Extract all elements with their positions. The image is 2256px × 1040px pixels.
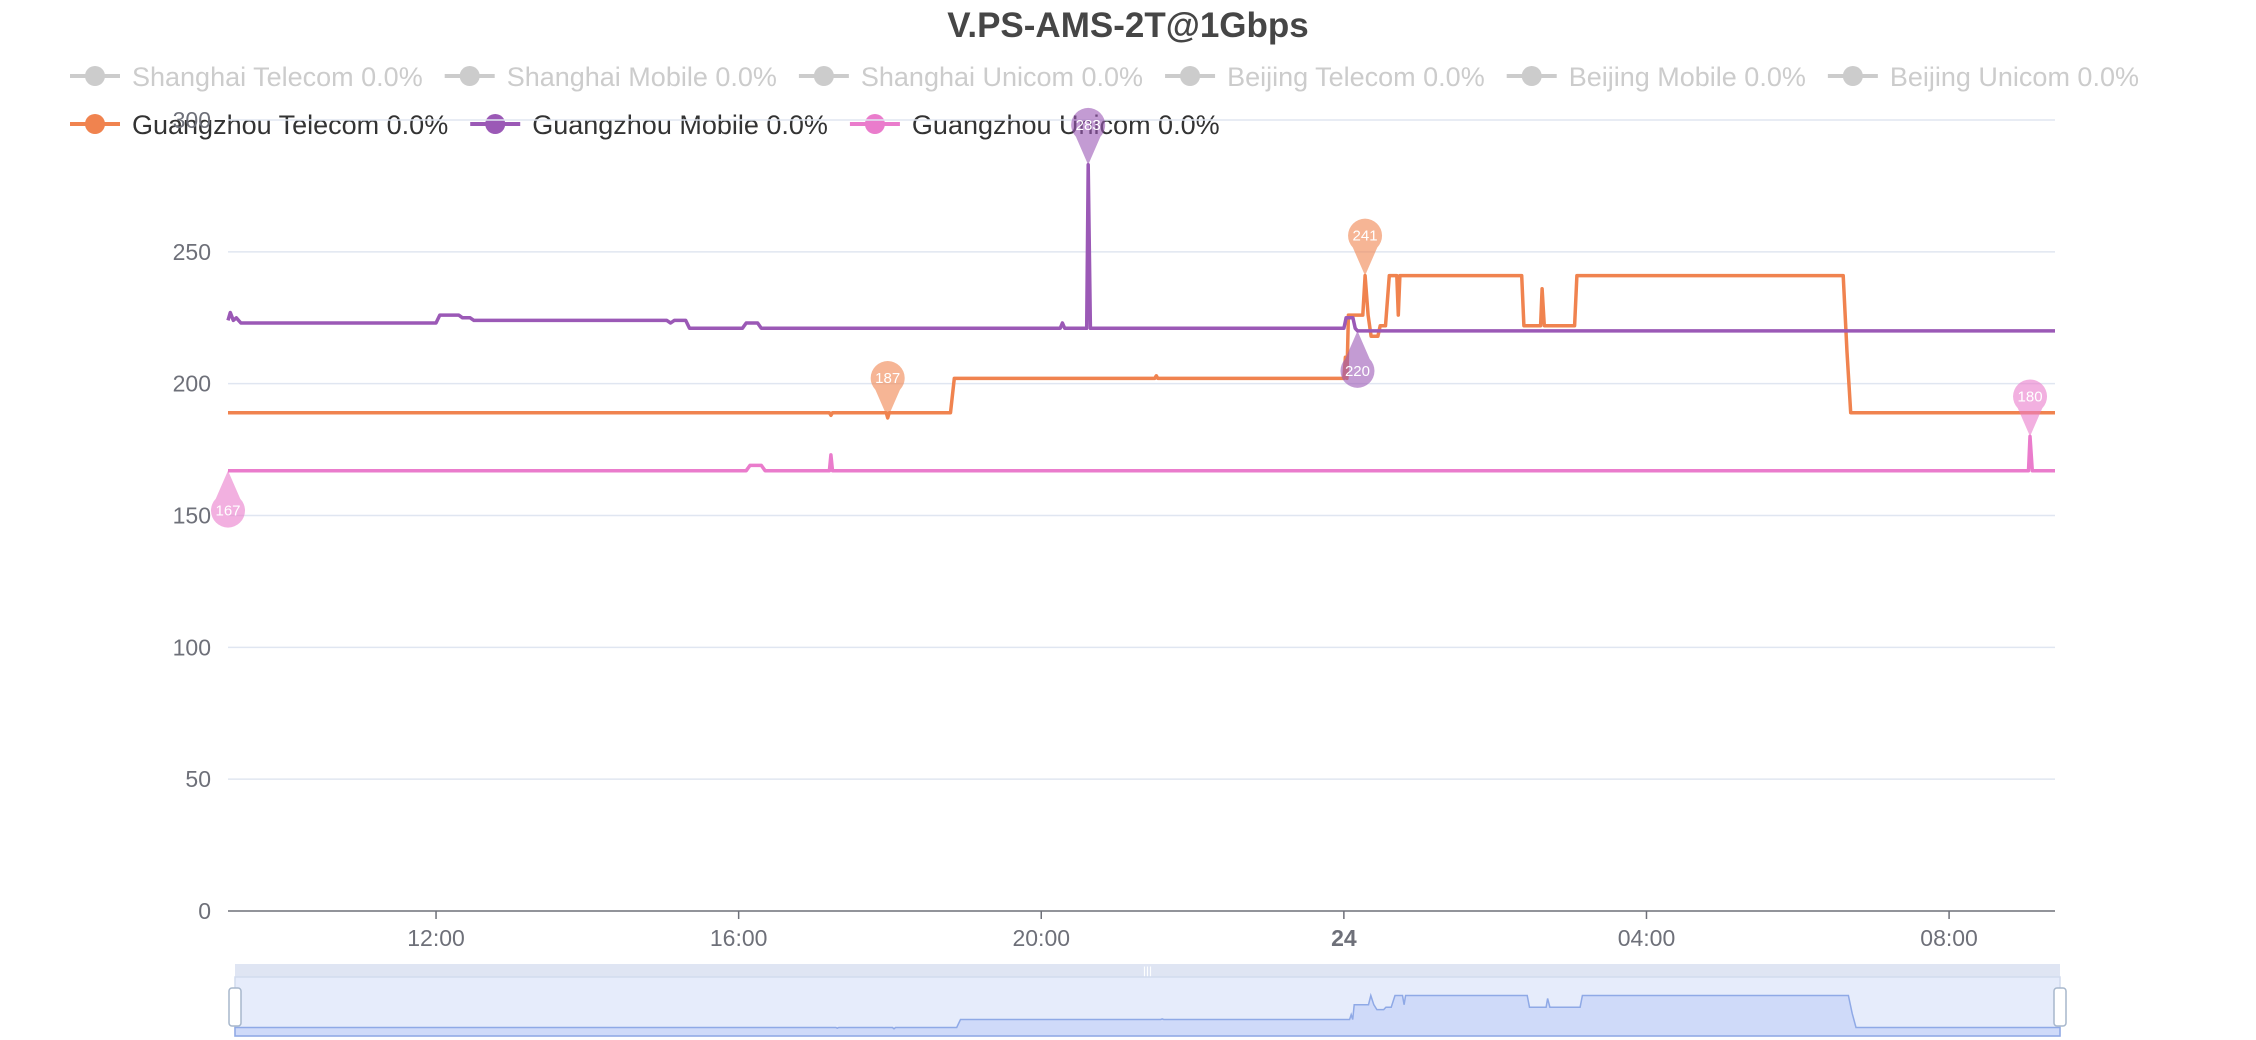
- marker-label: 283: [1076, 117, 1101, 134]
- legend-item[interactable]: Beijing Mobile 0.0%: [1506, 62, 1806, 92]
- legend: Shanghai Telecom 0.0% Shanghai Mobile 0.0…: [70, 62, 2139, 140]
- marker-label: 220: [1345, 363, 1370, 380]
- legend-dot-icon: [1842, 66, 1863, 86]
- legend-item[interactable]: Guangzhou Unicom 0.0%: [849, 110, 1220, 140]
- y-tick-label: 100: [173, 634, 211, 660]
- y-axis: 0 50 100 150 200 250 300: [173, 107, 211, 924]
- marker-pin-shape: [211, 470, 245, 528]
- x-tick-label: 20:00: [1012, 925, 1070, 951]
- legend-item[interactable]: Guangzhou Mobile 0.0%: [470, 110, 828, 140]
- data-zoom-slider[interactable]: |||: [228, 964, 2067, 1037]
- marker-pin-shape: [1348, 218, 1383, 276]
- zoom-handle-left[interactable]: [228, 987, 242, 1027]
- y-tick-label: 0: [198, 898, 211, 924]
- legend-item[interactable]: Beijing Telecom 0.0%: [1165, 62, 1485, 92]
- marker-pin: 187: [870, 361, 905, 418]
- legend-label: Guangzhou Telecom 0.0%: [132, 110, 448, 140]
- series-line-guangzhou-unicom: [228, 434, 2055, 473]
- chart-title: V.PS-AMS-2T@1Gbps: [947, 6, 1309, 45]
- x-axis: 12:00 16:00 20:00 24 04:00 08:00: [228, 910, 2055, 951]
- legend-label: Guangzhou Mobile 0.0%: [532, 110, 828, 140]
- zoom-handle-right[interactable]: [2053, 987, 2067, 1027]
- zoom-drag-bar[interactable]: [235, 964, 2060, 977]
- y-tick-label: 150: [173, 503, 211, 529]
- x-tick-label: 08:00: [1920, 925, 1978, 951]
- legend-item[interactable]: Shanghai Unicom 0.0%: [798, 62, 1143, 92]
- x-tick-label: 04:00: [1618, 925, 1676, 951]
- legend-label: Beijing Telecom 0.0%: [1227, 62, 1485, 92]
- marker-pin: 180: [2013, 379, 2048, 437]
- marker-pin: 167: [211, 470, 245, 528]
- marker-pin-shape: [2013, 379, 2048, 437]
- legend-dot-icon: [864, 114, 885, 134]
- legend-label: Shanghai Telecom 0.0%: [132, 62, 423, 92]
- y-tick-label: 300: [173, 107, 211, 133]
- x-tick-label: 12:00: [407, 925, 465, 951]
- legend-label: Beijing Unicom 0.0%: [1890, 62, 2139, 92]
- zoom-grip-icon[interactable]: |||: [1143, 964, 1152, 978]
- marker-pin-shape: [1340, 330, 1375, 388]
- legend-dot-icon: [1521, 66, 1542, 86]
- series-line-guangzhou-telecom: [228, 273, 2055, 420]
- legend-label: Guangzhou Unicom 0.0%: [912, 110, 1220, 140]
- marker-label: 167: [215, 503, 240, 520]
- marker-label: 180: [2018, 388, 2043, 405]
- legend-label: Shanghai Unicom 0.0%: [861, 62, 1143, 92]
- legend-item[interactable]: Guangzhou Telecom 0.0%: [70, 110, 448, 140]
- x-tick-label: 24: [1331, 925, 1357, 951]
- legend-item[interactable]: Beijing Unicom 0.0%: [1827, 62, 2139, 92]
- legend-dot-icon: [485, 114, 506, 134]
- marker-pin-shape: [870, 361, 905, 418]
- marker-pin-shape: [1071, 107, 1106, 165]
- marker-label: 241: [1353, 228, 1378, 245]
- legend-dot-icon: [85, 66, 105, 86]
- y-tick-label: 50: [185, 766, 211, 792]
- y-tick-label: 250: [173, 239, 211, 265]
- zoom-overview-area: [234, 992, 2061, 1037]
- grid-lines: [228, 119, 2055, 780]
- legend-dot-icon: [459, 66, 480, 86]
- max-min-markers: 283 241 220 187 167 180: [211, 107, 2048, 528]
- marker-pin: 241: [1348, 218, 1383, 276]
- legend-dot-icon: [813, 66, 834, 86]
- legend-dot-icon: [85, 114, 105, 134]
- series-line-guangzhou-mobile: [226, 163, 2055, 333]
- marker-pin: 283: [1071, 107, 1106, 165]
- legend-label: Shanghai Mobile 0.0%: [507, 62, 777, 92]
- legend-item[interactable]: Shanghai Mobile 0.0%: [444, 62, 777, 92]
- series-lines: [226, 163, 2055, 473]
- legend-item[interactable]: Shanghai Telecom 0.0%: [70, 62, 423, 92]
- x-tick-label: 16:00: [710, 925, 768, 951]
- marker-label: 187: [875, 370, 900, 387]
- y-tick-label: 200: [173, 371, 211, 397]
- legend-label: Beijing Mobile 0.0%: [1569, 62, 1806, 92]
- legend-dot-icon: [1180, 66, 1201, 86]
- marker-pin: 220: [1340, 330, 1375, 388]
